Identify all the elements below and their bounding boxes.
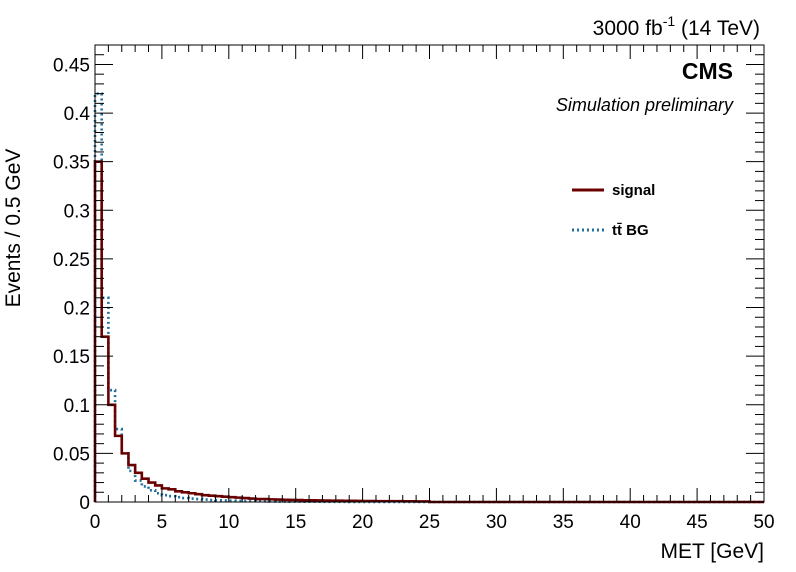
x-tick-label: 25 [419, 512, 440, 533]
y-tick-label: 0.35 [53, 153, 90, 174]
tick-label-layer: 0 5 10 15 20 25 30 35 40 45 50 0 0.05 0.1 0.15 0.2 0.25 0… [53, 55, 775, 533]
lumi-energy: (14 TeV) [675, 17, 760, 40]
y-tick-label: 0 [79, 493, 90, 514]
status-label: Simulation preliminary [556, 95, 734, 115]
lumi-superscript: -1 [663, 13, 676, 29]
x-tick-label: 35 [553, 512, 574, 533]
y-tick-label: 0.15 [53, 347, 90, 368]
x-tick-label: 30 [486, 512, 507, 533]
x-tick-label: 50 [753, 512, 774, 533]
legend-ttbar-label: tt̄ BG [612, 222, 649, 239]
lumi-main: 3000 fb [593, 17, 663, 40]
y-tick-label: 0.05 [53, 444, 90, 465]
luminosity-label: 3000 fb-1 (14 TeV) [593, 13, 760, 40]
signal-histogram-line [93, 160, 764, 504]
experiment-label: CMS [682, 58, 733, 84]
x-tick-label: 15 [285, 512, 306, 533]
x-tick-label: 10 [218, 512, 239, 533]
y-tick-label: 0.4 [64, 104, 91, 125]
y-tick-label: 0.25 [53, 250, 90, 271]
x-tick-label: 5 [157, 512, 168, 533]
tick-layer [94, 44, 765, 503]
legend: signal tt̄ BG [572, 182, 655, 239]
y-tick-label: 0.45 [53, 55, 90, 76]
x-tick-label: 40 [620, 512, 641, 533]
y-tick-label: 0.2 [64, 299, 90, 320]
y-tick-label: 0.3 [64, 201, 90, 222]
x-tick-label: 45 [687, 512, 708, 533]
y-tick-label: 0.1 [64, 396, 90, 417]
legend-signal-label: signal [612, 182, 655, 199]
x-tick-label: 20 [352, 512, 373, 533]
y-axis-title: Events / 0.5 GeV [2, 149, 25, 308]
x-tick-label: 0 [90, 512, 101, 533]
x-axis-title: MET [GeV] [661, 540, 764, 563]
